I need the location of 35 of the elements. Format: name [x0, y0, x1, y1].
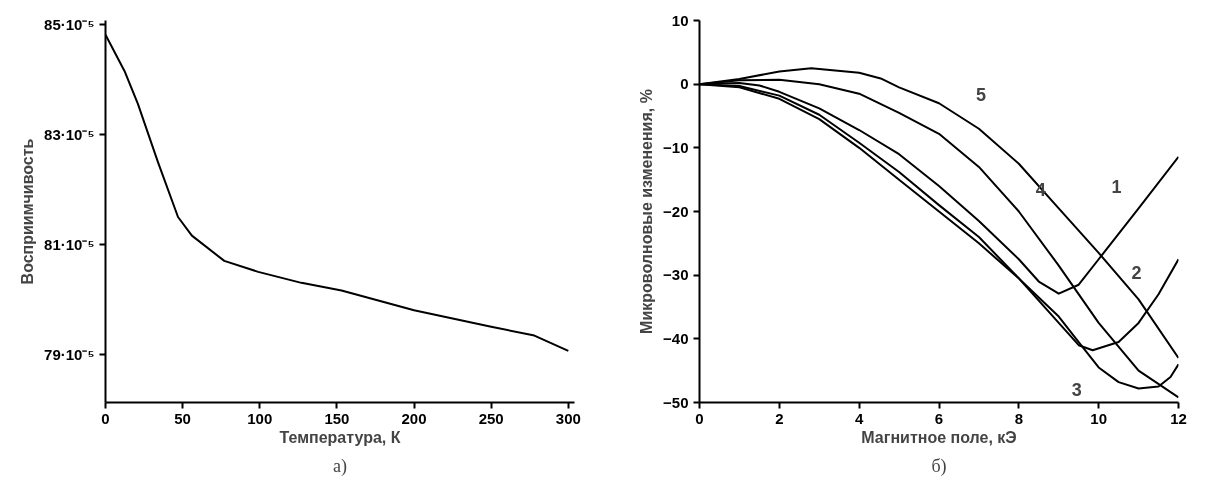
y-axis-title: Микроволновые изменения, % [638, 89, 656, 334]
annotation: 3 [1071, 379, 1082, 400]
x-tick-label: 0 [101, 409, 110, 427]
y-tick-label: −30 [663, 266, 689, 284]
x-axis-title: Температура, К [279, 428, 401, 446]
x-tick-label: 2 [775, 409, 784, 427]
y-tick-label: −10 [663, 138, 689, 156]
y-tick-label: 85·10⁻⁵ [44, 16, 95, 34]
text: а) [333, 455, 347, 477]
x-tick-label: 200 [401, 409, 427, 427]
x-axis-title: Магнитное поле, кЭ [861, 428, 1017, 446]
x-tick-label: 150 [324, 409, 350, 427]
x-tick-label: 50 [174, 409, 191, 427]
x-tick-label: 12 [1170, 409, 1187, 427]
annotation: 5 [975, 84, 986, 105]
x-tick-label: 6 [934, 409, 944, 427]
y-tick-label: −40 [663, 329, 689, 347]
text: б) [931, 455, 947, 477]
x-tick-label: 300 [555, 409, 581, 427]
y-tick-label: 0 [680, 75, 689, 93]
y-tick-label: 79·10⁻⁵ [44, 345, 95, 363]
annotation: 1 [1111, 176, 1122, 197]
y-tick-label: 81·10⁻⁵ [44, 235, 95, 253]
x-tick-label: 4 [855, 409, 864, 427]
y-tick-label: −50 [663, 393, 689, 411]
y-tick-label: −20 [663, 202, 689, 220]
x-tick-label: 0 [695, 409, 704, 427]
y-tick-label: 10 [671, 11, 689, 29]
y-tick-label: 83·10⁻⁵ [44, 126, 95, 144]
x-tick-label: 250 [478, 409, 504, 427]
x-tick-label: 8 [1014, 409, 1024, 427]
y-axis-title: Восприимчивость [19, 138, 37, 285]
annotation: 2 [1131, 262, 1142, 283]
x-tick-label: 10 [1090, 409, 1108, 427]
x-tick-label: 100 [247, 409, 273, 427]
